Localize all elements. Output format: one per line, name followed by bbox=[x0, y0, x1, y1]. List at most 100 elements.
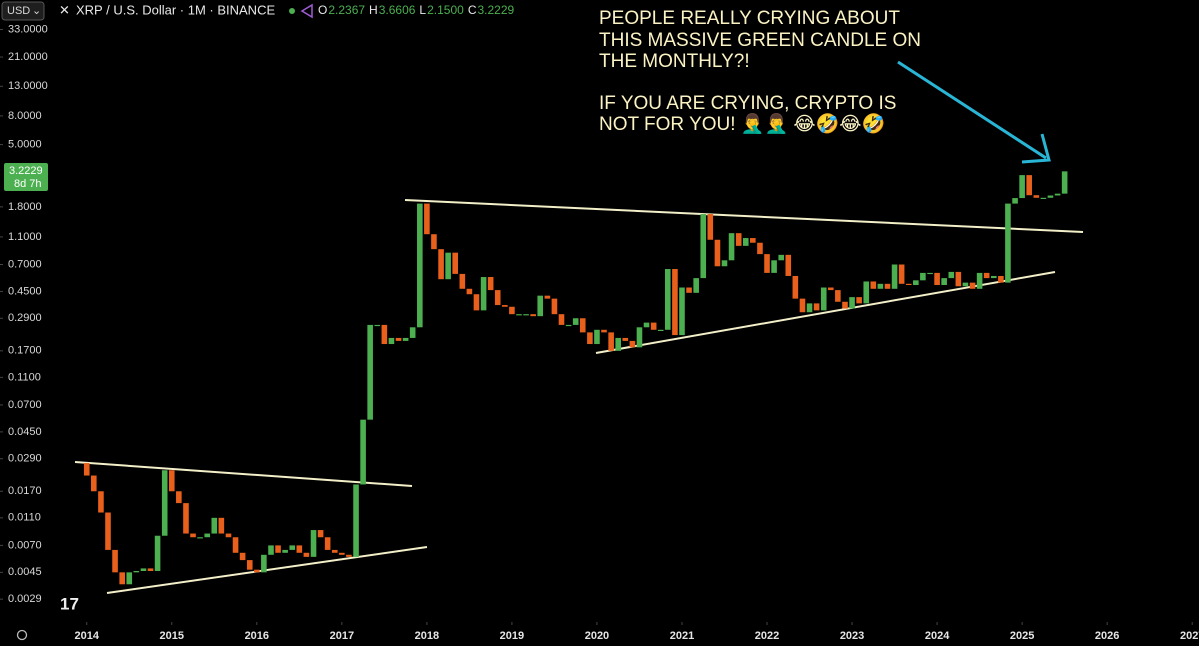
candle bbox=[941, 278, 947, 286]
indicator-icon[interactable] bbox=[300, 3, 313, 19]
ohlc-key: H bbox=[369, 3, 378, 17]
candle bbox=[126, 572, 133, 585]
candle bbox=[452, 252, 458, 274]
candle bbox=[615, 337, 622, 351]
candle bbox=[310, 530, 317, 557]
y-tick-label: 8.0000 bbox=[8, 110, 42, 122]
y-tick-label: 0.0070 bbox=[8, 539, 42, 551]
candle bbox=[672, 269, 678, 336]
status-dot bbox=[289, 8, 295, 14]
candle bbox=[1061, 171, 1068, 194]
currency: USD bbox=[7, 5, 30, 17]
symbol: XRP / U.S. Dollar · 1M · BINANCE bbox=[76, 2, 275, 17]
currency-box[interactable] bbox=[1, 1, 45, 21]
candle bbox=[1005, 203, 1011, 283]
candle bbox=[239, 552, 246, 561]
candle bbox=[813, 303, 820, 311]
candle bbox=[587, 332, 593, 345]
ohlc-value: 2.2367 bbox=[328, 3, 365, 17]
candle bbox=[1033, 195, 1040, 198]
candle bbox=[1012, 198, 1018, 204]
candle bbox=[402, 337, 409, 341]
candle bbox=[480, 277, 487, 311]
annotation-line: THE MONTHLY?! bbox=[599, 51, 750, 72]
candle bbox=[565, 324, 572, 327]
candle bbox=[835, 290, 841, 302]
y-tick-label: 21.0000 bbox=[8, 51, 48, 63]
candle bbox=[991, 275, 997, 279]
candle bbox=[487, 277, 494, 291]
candle bbox=[1047, 195, 1054, 198]
candle bbox=[792, 275, 799, 299]
price-label: 3.2229 bbox=[9, 165, 43, 177]
candle bbox=[544, 295, 551, 299]
candle bbox=[1019, 175, 1025, 199]
candle bbox=[679, 287, 685, 336]
arrow bbox=[897, 60, 1047, 160]
candle bbox=[331, 549, 338, 553]
y-tick-label: 0.0700 bbox=[8, 399, 42, 411]
candle bbox=[785, 254, 792, 276]
candle bbox=[395, 337, 402, 341]
candle bbox=[1040, 197, 1047, 199]
candle bbox=[530, 314, 536, 317]
candle bbox=[197, 537, 203, 539]
candle bbox=[154, 535, 161, 571]
candle bbox=[799, 298, 806, 313]
candle bbox=[664, 269, 671, 330]
candle bbox=[140, 568, 147, 571]
x-tick-label: 2021 bbox=[670, 630, 694, 642]
x-tick-label: 2015 bbox=[160, 630, 184, 642]
candle bbox=[388, 337, 395, 345]
close-icon[interactable]: ✕ bbox=[59, 2, 70, 17]
candle bbox=[742, 238, 749, 246]
candle bbox=[424, 203, 430, 235]
candle bbox=[707, 214, 714, 240]
trend-line bbox=[404, 199, 1084, 233]
candle bbox=[112, 549, 118, 573]
candle bbox=[254, 569, 260, 573]
x-tick-label: 2017 bbox=[330, 630, 354, 642]
candle bbox=[572, 318, 579, 325]
candle bbox=[381, 324, 388, 345]
candle bbox=[884, 283, 891, 289]
candle bbox=[1054, 193, 1061, 196]
y-tick-label: 0.1100 bbox=[8, 371, 41, 383]
candle bbox=[771, 260, 777, 273]
candle bbox=[757, 242, 763, 255]
y-tick-label: 1.8000 bbox=[8, 201, 42, 213]
candle bbox=[728, 233, 735, 261]
arrow-head bbox=[1021, 133, 1051, 164]
ohlc-value: 3.2229 bbox=[477, 3, 514, 17]
x-tick-label: 2019 bbox=[500, 630, 524, 642]
candle bbox=[601, 329, 607, 333]
settings-icon[interactable] bbox=[16, 629, 28, 641]
candle bbox=[1026, 175, 1032, 196]
ohlc-value: 2.1500 bbox=[427, 3, 464, 17]
candle bbox=[714, 239, 721, 267]
candle bbox=[119, 572, 125, 585]
candle bbox=[147, 568, 154, 571]
ohlc-value: 3.6606 bbox=[379, 3, 416, 17]
candle bbox=[473, 294, 480, 311]
candle bbox=[934, 272, 940, 286]
candle bbox=[90, 475, 97, 492]
candle bbox=[920, 272, 926, 281]
candle bbox=[168, 470, 175, 492]
candle bbox=[842, 301, 848, 309]
x-tick-label: 2025 bbox=[1010, 630, 1034, 642]
y-tick-label: 0.0290 bbox=[8, 453, 42, 465]
candle bbox=[282, 549, 288, 553]
candle bbox=[693, 278, 699, 293]
candle bbox=[820, 287, 827, 311]
ohlc-key: C bbox=[468, 3, 477, 17]
candle bbox=[317, 530, 324, 538]
candle bbox=[537, 295, 544, 317]
annotation-line: THIS MASSIVE GREEN CANDLE ON bbox=[599, 30, 921, 51]
candle bbox=[417, 203, 423, 328]
y-tick-label: 0.0045 bbox=[8, 566, 42, 578]
candle bbox=[948, 271, 955, 279]
candle bbox=[190, 533, 196, 538]
